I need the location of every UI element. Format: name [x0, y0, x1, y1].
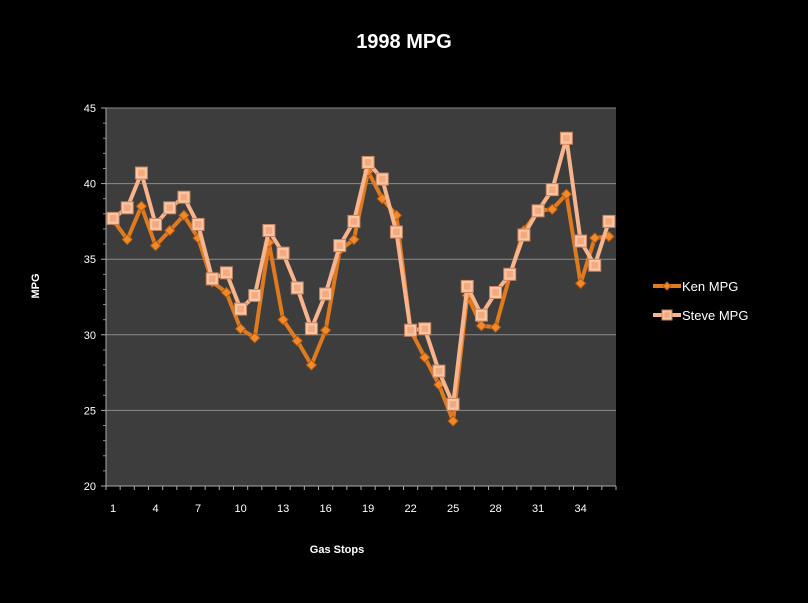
- data-point: [404, 323, 418, 337]
- y-tick-label: 30: [84, 330, 96, 342]
- data-point: [574, 234, 588, 248]
- data-point: [219, 266, 233, 280]
- x-tick-label: 28: [489, 503, 501, 515]
- data-point: [517, 228, 531, 242]
- data-point: [304, 322, 318, 336]
- data-point: [348, 233, 360, 246]
- data-point: [135, 200, 148, 212]
- data-point: [319, 324, 332, 336]
- data-point: [134, 166, 148, 180]
- data-point: [120, 201, 134, 215]
- data-point: [248, 288, 262, 302]
- data-point: [574, 277, 587, 290]
- data-point: [220, 286, 233, 299]
- x-tick-label: 19: [362, 503, 374, 515]
- data-point: [234, 302, 248, 316]
- data-point: [163, 201, 177, 215]
- data-point: [249, 332, 261, 344]
- x-tick-label: 22: [404, 503, 416, 515]
- series-layer: [106, 131, 616, 427]
- data-point: [319, 287, 333, 301]
- data-point: [531, 204, 545, 218]
- x-tick-label: 10: [234, 503, 246, 515]
- data-point: [602, 214, 616, 228]
- x-tick-label: 4: [153, 503, 159, 515]
- data-point: [546, 203, 558, 216]
- y-tick-labels: 20 25 30 35 40 45: [84, 103, 96, 493]
- data-point: [178, 209, 190, 222]
- data-point: [205, 272, 219, 286]
- x-tick-label: 25: [447, 503, 459, 515]
- data-point: [361, 155, 375, 169]
- data-point: [489, 285, 503, 299]
- data-point: [191, 217, 205, 231]
- y-tick-label: 45: [84, 103, 96, 115]
- data-point: [503, 267, 517, 281]
- data-point: [177, 190, 191, 204]
- x-axis-title: Gas Stops: [310, 544, 364, 556]
- x-tick-label: 31: [532, 503, 544, 515]
- data-point: [588, 258, 602, 272]
- data-point: [545, 183, 559, 197]
- legend: Ken MPG Steve MPG: [653, 279, 748, 323]
- data-point: [234, 323, 247, 335]
- data-point: [164, 224, 176, 237]
- legend-item: Steve MPG: [653, 308, 748, 323]
- chart-title: 1998 MPG: [356, 31, 452, 53]
- data-point: [277, 313, 289, 326]
- y-tick-label: 35: [84, 254, 96, 266]
- x-tick-label: 16: [319, 503, 331, 515]
- data-point: [474, 308, 488, 322]
- plot-area: [106, 108, 616, 486]
- data-point: [418, 322, 432, 336]
- data-point: [121, 233, 133, 246]
- x-tick-label: 1: [110, 503, 116, 515]
- series-steve-mpg: [106, 131, 616, 411]
- x-tick-label: 13: [277, 503, 289, 515]
- legend-label: Ken MPG: [682, 279, 738, 294]
- y-tick-label: 25: [84, 405, 96, 417]
- legend-label: Steve MPG: [682, 308, 748, 323]
- data-point: [106, 211, 120, 225]
- data-point: [347, 214, 361, 228]
- x-tick-labels: 1 4 7 10 13 16 19 22 25 28 31 34: [110, 503, 587, 515]
- data-point: [149, 217, 163, 231]
- x-tick-label: 34: [574, 503, 586, 515]
- data-point: [589, 232, 601, 244]
- data-point: [262, 223, 276, 237]
- y-axis-title: MPG: [30, 273, 42, 298]
- data-point: [460, 279, 474, 293]
- data-point: [149, 239, 162, 252]
- data-point: [389, 225, 403, 239]
- x-tick-label: 7: [195, 503, 201, 515]
- data-point: [305, 359, 318, 371]
- data-point: [276, 246, 290, 260]
- y-tick-label: 40: [84, 179, 96, 191]
- legend-swatch-marker: [662, 281, 672, 291]
- data-point: [333, 239, 347, 253]
- data-point: [559, 131, 573, 145]
- data-point: [375, 172, 389, 186]
- data-point: [447, 415, 459, 427]
- y-tick-label: 20: [84, 481, 96, 493]
- legend-swatch-marker: [661, 309, 673, 321]
- legend-item: Ken MPG: [653, 279, 738, 294]
- data-point: [291, 335, 303, 347]
- axes: [101, 107, 617, 490]
- data-point: [290, 281, 304, 295]
- data-point: [446, 397, 460, 411]
- data-point: [419, 351, 431, 364]
- data-point: [475, 320, 488, 332]
- data-point: [432, 364, 446, 378]
- data-point: [560, 188, 573, 200]
- data-point: [489, 321, 502, 333]
